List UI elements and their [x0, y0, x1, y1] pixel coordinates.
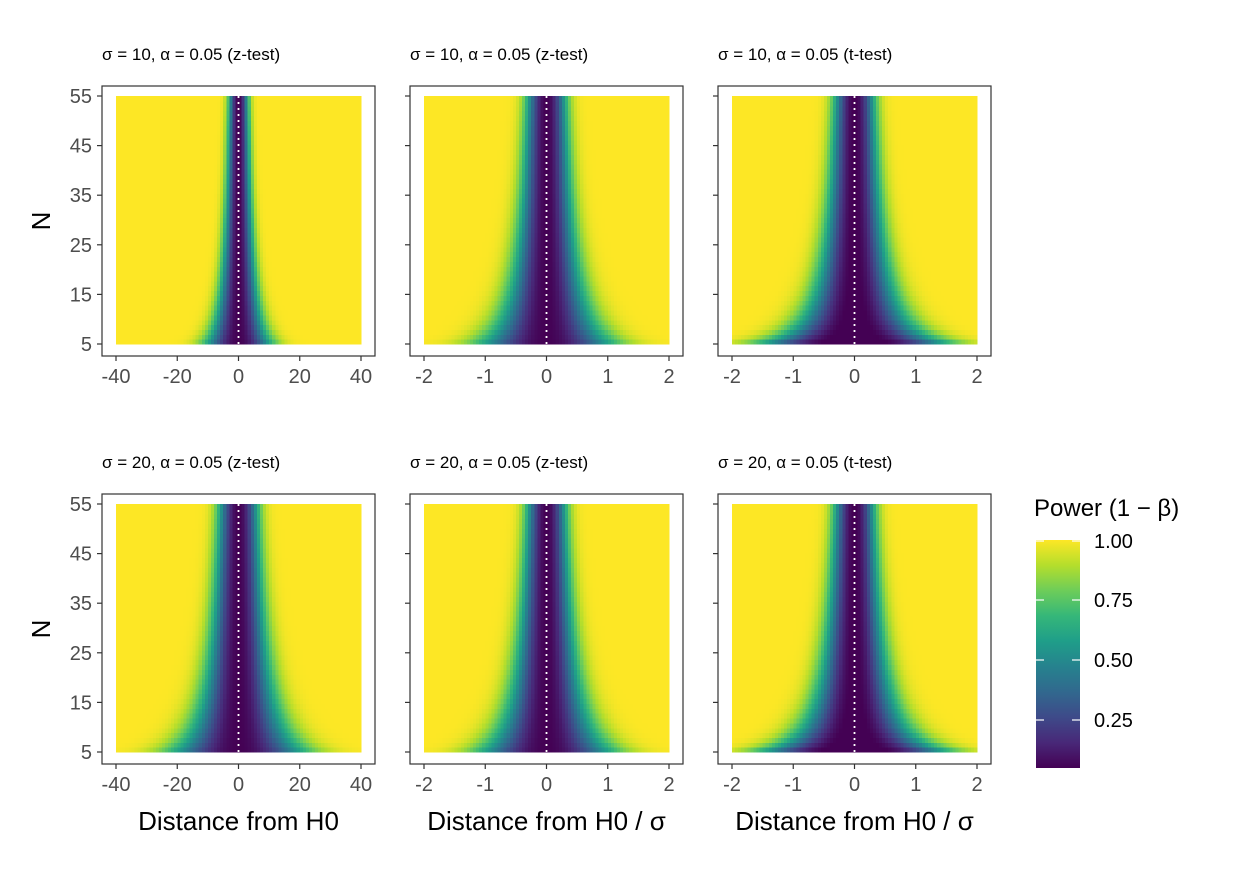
- y-axis-label: N: [26, 212, 56, 231]
- heatmap-cell: [358, 135, 362, 140]
- heatmap-cell: [358, 222, 362, 227]
- heatmap-cell: [358, 261, 362, 266]
- heatmap-cell: [358, 276, 362, 281]
- heatmap-cell: [358, 179, 362, 184]
- heatmap-cell: [358, 145, 362, 150]
- heatmap-cell: [358, 227, 362, 232]
- heatmap-cell: [358, 320, 362, 325]
- heatmap-cell: [666, 325, 670, 330]
- heatmap-cell: [358, 111, 362, 116]
- heatmap-cell: [358, 101, 362, 106]
- heatmap-cell: [666, 320, 670, 325]
- heatmap-cell: [358, 125, 362, 130]
- x-tick-label: 0: [233, 366, 244, 388]
- heatmap-cell: [358, 213, 362, 218]
- heatmap-cell: [358, 198, 362, 203]
- heatmap-cell: [358, 252, 362, 257]
- y-tick-label: 25: [70, 235, 92, 257]
- heatmap-cell: [358, 247, 362, 252]
- heatmap-cell: [358, 203, 362, 208]
- heatmap-cell: [358, 305, 362, 310]
- heatmap-cell: [666, 339, 670, 344]
- heatmap-cell: [358, 295, 362, 300]
- heatmap-cell: [358, 154, 362, 159]
- panel-2: σ = 10, α = 0.05 (z-test)-2 -1 0 1 2: [405, 45, 683, 388]
- y-tick-label: 45: [70, 136, 92, 158]
- heatmap-cell: [666, 295, 670, 300]
- heatmap-cell: [358, 256, 362, 261]
- heatmap-cell: [666, 291, 670, 296]
- y-tick-label: 35: [70, 185, 92, 207]
- heatmap-cell: [358, 174, 362, 179]
- heatmap-cell: [358, 130, 362, 135]
- heatmap-cell: [358, 237, 362, 242]
- heatmap-cell: [358, 315, 362, 320]
- heatmap-cell: [358, 140, 362, 145]
- heatmap-cell: [666, 334, 670, 339]
- heatmap-cell: [358, 325, 362, 330]
- heatmap-cell: [666, 329, 670, 334]
- heatmap-cell: [358, 271, 362, 276]
- panel-title: σ = 10, α = 0.05 (z-test): [102, 45, 280, 64]
- heatmap-cell: [358, 334, 362, 339]
- heatmap-cell: [358, 115, 362, 120]
- heatmap-cell: [358, 184, 362, 189]
- heatmap-cell: [358, 281, 362, 286]
- heatmap-cell: [358, 159, 362, 164]
- x-tick-label: 20: [289, 366, 311, 388]
- x-tick-label: -20: [163, 366, 192, 388]
- heatmap-cell: [358, 232, 362, 237]
- heatmap-cell: [358, 329, 362, 334]
- heatmap-cell: [358, 169, 362, 174]
- heatmap-cell: [358, 149, 362, 154]
- heatmap-cell: [358, 164, 362, 169]
- heatmap-cell: [666, 310, 670, 315]
- panels-group: σ = 10, α = 0.05 (z-test) 5 15 25 35 45 55 -40 -…: [26, 45, 991, 836]
- heatmap-cell: [358, 300, 362, 305]
- x-tick-label: 40: [350, 366, 372, 388]
- heatmap-cell: [358, 193, 362, 198]
- heatmap-cell: [358, 208, 362, 213]
- heatmap-cell: [358, 106, 362, 111]
- y-tick-label: 5: [81, 334, 92, 356]
- heatmap-cell: [666, 315, 670, 320]
- heatmap-cell: [358, 242, 362, 247]
- heatmap-cell: [358, 120, 362, 125]
- heatmap-cell: [358, 96, 362, 101]
- heatmap-cell: [358, 266, 362, 271]
- heatmap-cell: [358, 188, 362, 193]
- y-tick-label: 55: [70, 86, 92, 108]
- heatmap-cell: [358, 339, 362, 344]
- heatmap-cell: [358, 286, 362, 291]
- heatmap-cell: [358, 218, 362, 223]
- panel-1: σ = 10, α = 0.05 (z-test) 5 15 25 35 45 55 -40 -…: [26, 45, 375, 388]
- x-tick-label: -40: [102, 366, 131, 388]
- panel-title: σ = 10, α = 0.05 (z-test): [410, 45, 588, 64]
- heatmap-cell: [358, 310, 362, 315]
- heatmap-cell: [358, 291, 362, 296]
- heatmap-cell: [666, 300, 670, 305]
- y-tick-label: 15: [70, 284, 92, 306]
- heatmap-cell: [666, 305, 670, 310]
